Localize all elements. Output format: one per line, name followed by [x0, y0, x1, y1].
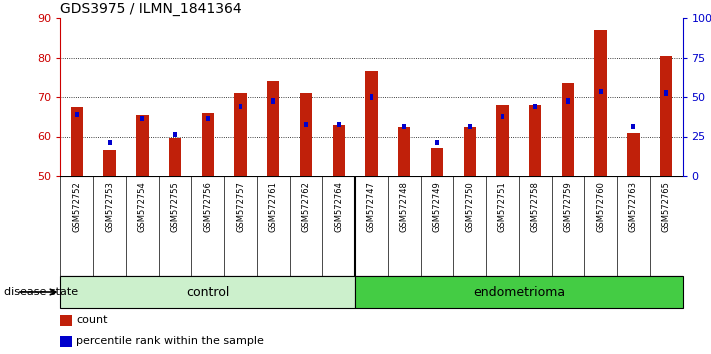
Text: GSM572750: GSM572750 [465, 181, 474, 232]
Text: GSM572752: GSM572752 [73, 181, 81, 232]
Bar [631, 124, 636, 129]
Text: endometrioma: endometrioma [473, 285, 565, 298]
Bar [496, 105, 508, 176]
Bar [355, 276, 683, 308]
Bar [107, 140, 112, 145]
Bar [398, 127, 410, 176]
Bar [365, 71, 378, 176]
Bar [304, 122, 308, 127]
Bar [402, 124, 406, 129]
Text: control: control [186, 285, 230, 298]
Bar [136, 115, 149, 176]
Bar [70, 107, 83, 176]
Bar [169, 138, 181, 176]
Text: GSM572751: GSM572751 [498, 181, 507, 232]
Bar [272, 98, 275, 103]
Bar [431, 148, 443, 176]
Text: disease state: disease state [4, 287, 77, 297]
Text: GSM572762: GSM572762 [301, 181, 311, 232]
Bar [235, 93, 247, 176]
Text: GSM572760: GSM572760 [597, 181, 605, 232]
Bar [60, 336, 72, 347]
Bar [370, 95, 373, 99]
Text: GSM572761: GSM572761 [269, 181, 278, 232]
Bar [337, 122, 341, 127]
Text: GSM572759: GSM572759 [563, 181, 572, 232]
Text: GSM572756: GSM572756 [203, 181, 213, 232]
Bar [664, 91, 668, 96]
Bar [533, 104, 538, 109]
Text: GSM572757: GSM572757 [236, 181, 245, 232]
Text: GSM572763: GSM572763 [629, 181, 638, 232]
Bar [75, 112, 79, 117]
Text: GSM572764: GSM572764 [334, 181, 343, 232]
Text: percentile rank within the sample: percentile rank within the sample [76, 336, 264, 346]
Bar [205, 116, 210, 121]
Bar [267, 81, 279, 176]
Bar [627, 132, 640, 176]
Bar [594, 30, 607, 176]
Bar [660, 56, 673, 176]
Bar [173, 132, 177, 137]
Text: GSM572749: GSM572749 [432, 181, 442, 232]
Text: GSM572754: GSM572754 [138, 181, 146, 232]
Bar [300, 93, 312, 176]
Text: GSM572748: GSM572748 [400, 181, 409, 232]
Bar [529, 105, 542, 176]
Bar [562, 83, 574, 176]
Bar [501, 114, 504, 119]
Bar [566, 98, 570, 103]
Text: GSM572755: GSM572755 [171, 181, 180, 232]
Text: count: count [76, 315, 107, 325]
Text: GSM572758: GSM572758 [530, 181, 540, 232]
Bar [599, 88, 603, 94]
Text: GSM572753: GSM572753 [105, 181, 114, 232]
Bar [60, 315, 72, 326]
Bar [239, 104, 242, 109]
Bar [333, 125, 345, 176]
Bar [60, 276, 355, 308]
Bar [103, 150, 116, 176]
Bar [435, 140, 439, 145]
Bar [201, 113, 214, 176]
Text: GSM572765: GSM572765 [662, 181, 670, 232]
Text: GDS3975 / ILMN_1841364: GDS3975 / ILMN_1841364 [60, 1, 242, 16]
Bar [464, 127, 476, 176]
Bar [468, 124, 471, 129]
Bar [140, 116, 144, 121]
Text: GSM572747: GSM572747 [367, 181, 376, 232]
